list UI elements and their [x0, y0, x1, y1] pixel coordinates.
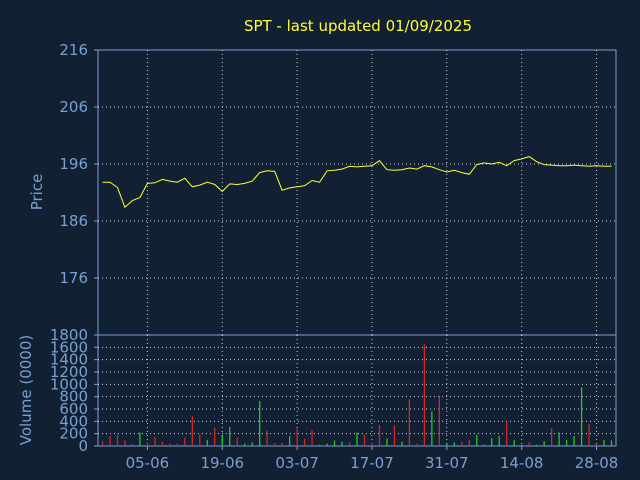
price-panel: 216 206 196 186 176 Price	[28, 41, 617, 336]
volume-tick-label: 1600	[50, 338, 88, 356]
price-plot-area	[97, 49, 617, 336]
volume-tick-label: 600	[59, 400, 88, 418]
x-tick-label: 03-07	[275, 454, 319, 472]
volume-tick-label: 200	[59, 425, 88, 443]
price-tick-label: 216	[59, 41, 88, 59]
x-tick-label: 28-08	[575, 454, 619, 472]
volume-tick-label: 1200	[50, 363, 88, 381]
x-tick-label: 05-06	[126, 454, 170, 472]
volume-tick-label: 800	[59, 388, 88, 406]
x-tick-label: 17-07	[350, 454, 394, 472]
x-tick-label: 14-08	[500, 454, 544, 472]
volume-grid	[98, 335, 616, 446]
volume-axis-title: Volume (0000)	[17, 335, 35, 445]
volume-tick-label: 1400	[50, 351, 88, 369]
x-axis-ticks: 05-06 19-06 03-07 17-07 31-07 14-08 28-08	[126, 446, 619, 472]
chart-title: SPT - last updated 01/09/2025	[244, 17, 472, 35]
volume-plot-area	[97, 334, 617, 447]
volume-tick-label: 1800	[50, 326, 88, 344]
x-tick-label: 31-07	[425, 454, 469, 472]
price-tick-label: 206	[59, 98, 88, 116]
price-tick-label: 186	[59, 212, 88, 230]
volume-tick-label: 1000	[50, 375, 88, 393]
volume-tick-label: 400	[59, 412, 88, 430]
volume-bars	[101, 344, 613, 446]
price-y-ticks: 216 206 196 186 176	[59, 41, 98, 287]
price-axis-title: Price	[28, 174, 46, 211]
x-tick-label: 19-06	[200, 454, 244, 472]
price-line	[102, 156, 612, 209]
price-tick-label: 196	[59, 155, 88, 173]
volume-tick-label: 0	[78, 437, 88, 455]
price-tick-label: 176	[59, 269, 88, 287]
